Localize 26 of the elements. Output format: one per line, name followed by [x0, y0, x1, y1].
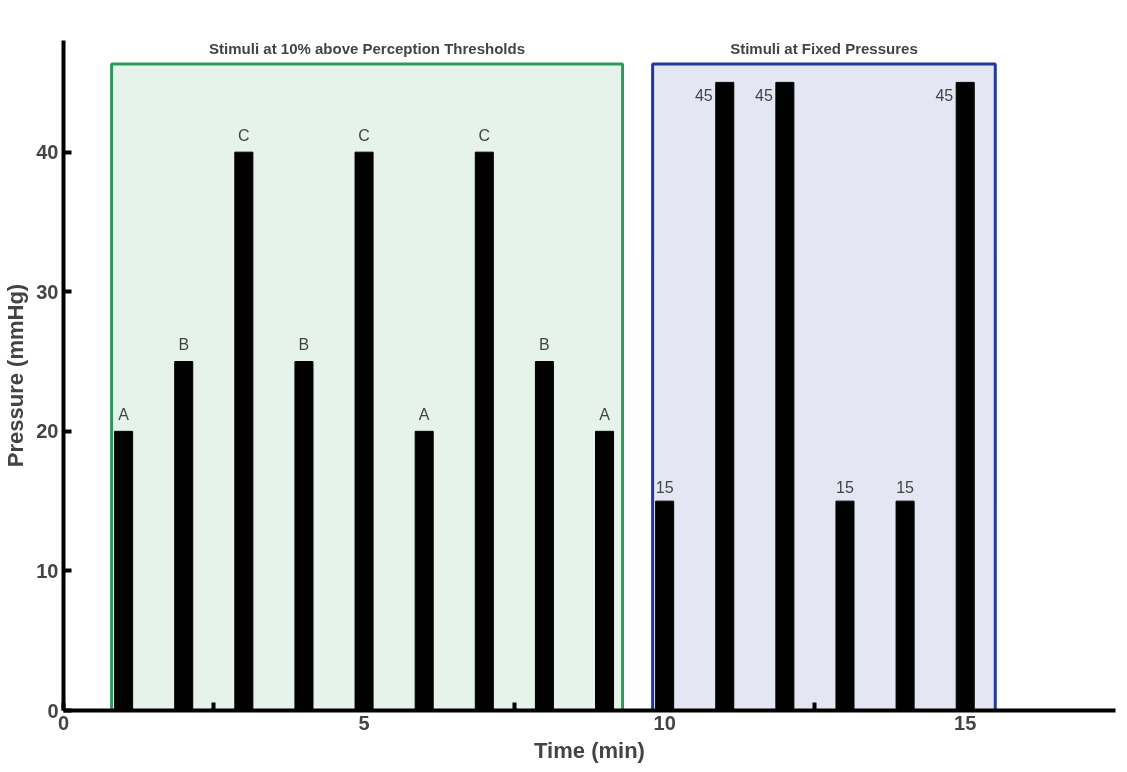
data-label: A	[599, 405, 611, 423]
data-label: B	[298, 336, 310, 354]
data-label: 15	[896, 478, 915, 496]
band-label: Stimuli at 10% above Perception Thresholds	[209, 40, 526, 58]
data-label: 45	[694, 87, 713, 105]
data-label: 45	[935, 87, 954, 105]
y-tick-label: 20	[36, 420, 59, 443]
data-label: C	[478, 126, 491, 144]
data-label: C	[358, 126, 370, 144]
data-label: 45	[755, 87, 773, 105]
data-label: B	[178, 336, 190, 354]
data-label: A	[118, 405, 130, 423]
band-label: Stimuli at Fixed Pressures	[730, 40, 918, 58]
data-label: 15	[655, 478, 674, 496]
data-label: A	[418, 405, 430, 423]
y-tick-label: 10	[36, 559, 59, 582]
y-axis-title: Pressure (mmHg)	[3, 283, 29, 468]
x-tick-label: 10	[653, 711, 676, 734]
x-tick-label: 5	[358, 711, 370, 734]
y-tick-label: 40	[36, 141, 59, 164]
x-axis-title: Time (min)	[534, 737, 645, 763]
data-label: C	[238, 126, 250, 144]
data-label: B	[539, 336, 550, 354]
x-tick-label: 15	[954, 711, 977, 734]
y-tick-label: 30	[36, 280, 59, 303]
data-label: 15	[836, 478, 854, 496]
